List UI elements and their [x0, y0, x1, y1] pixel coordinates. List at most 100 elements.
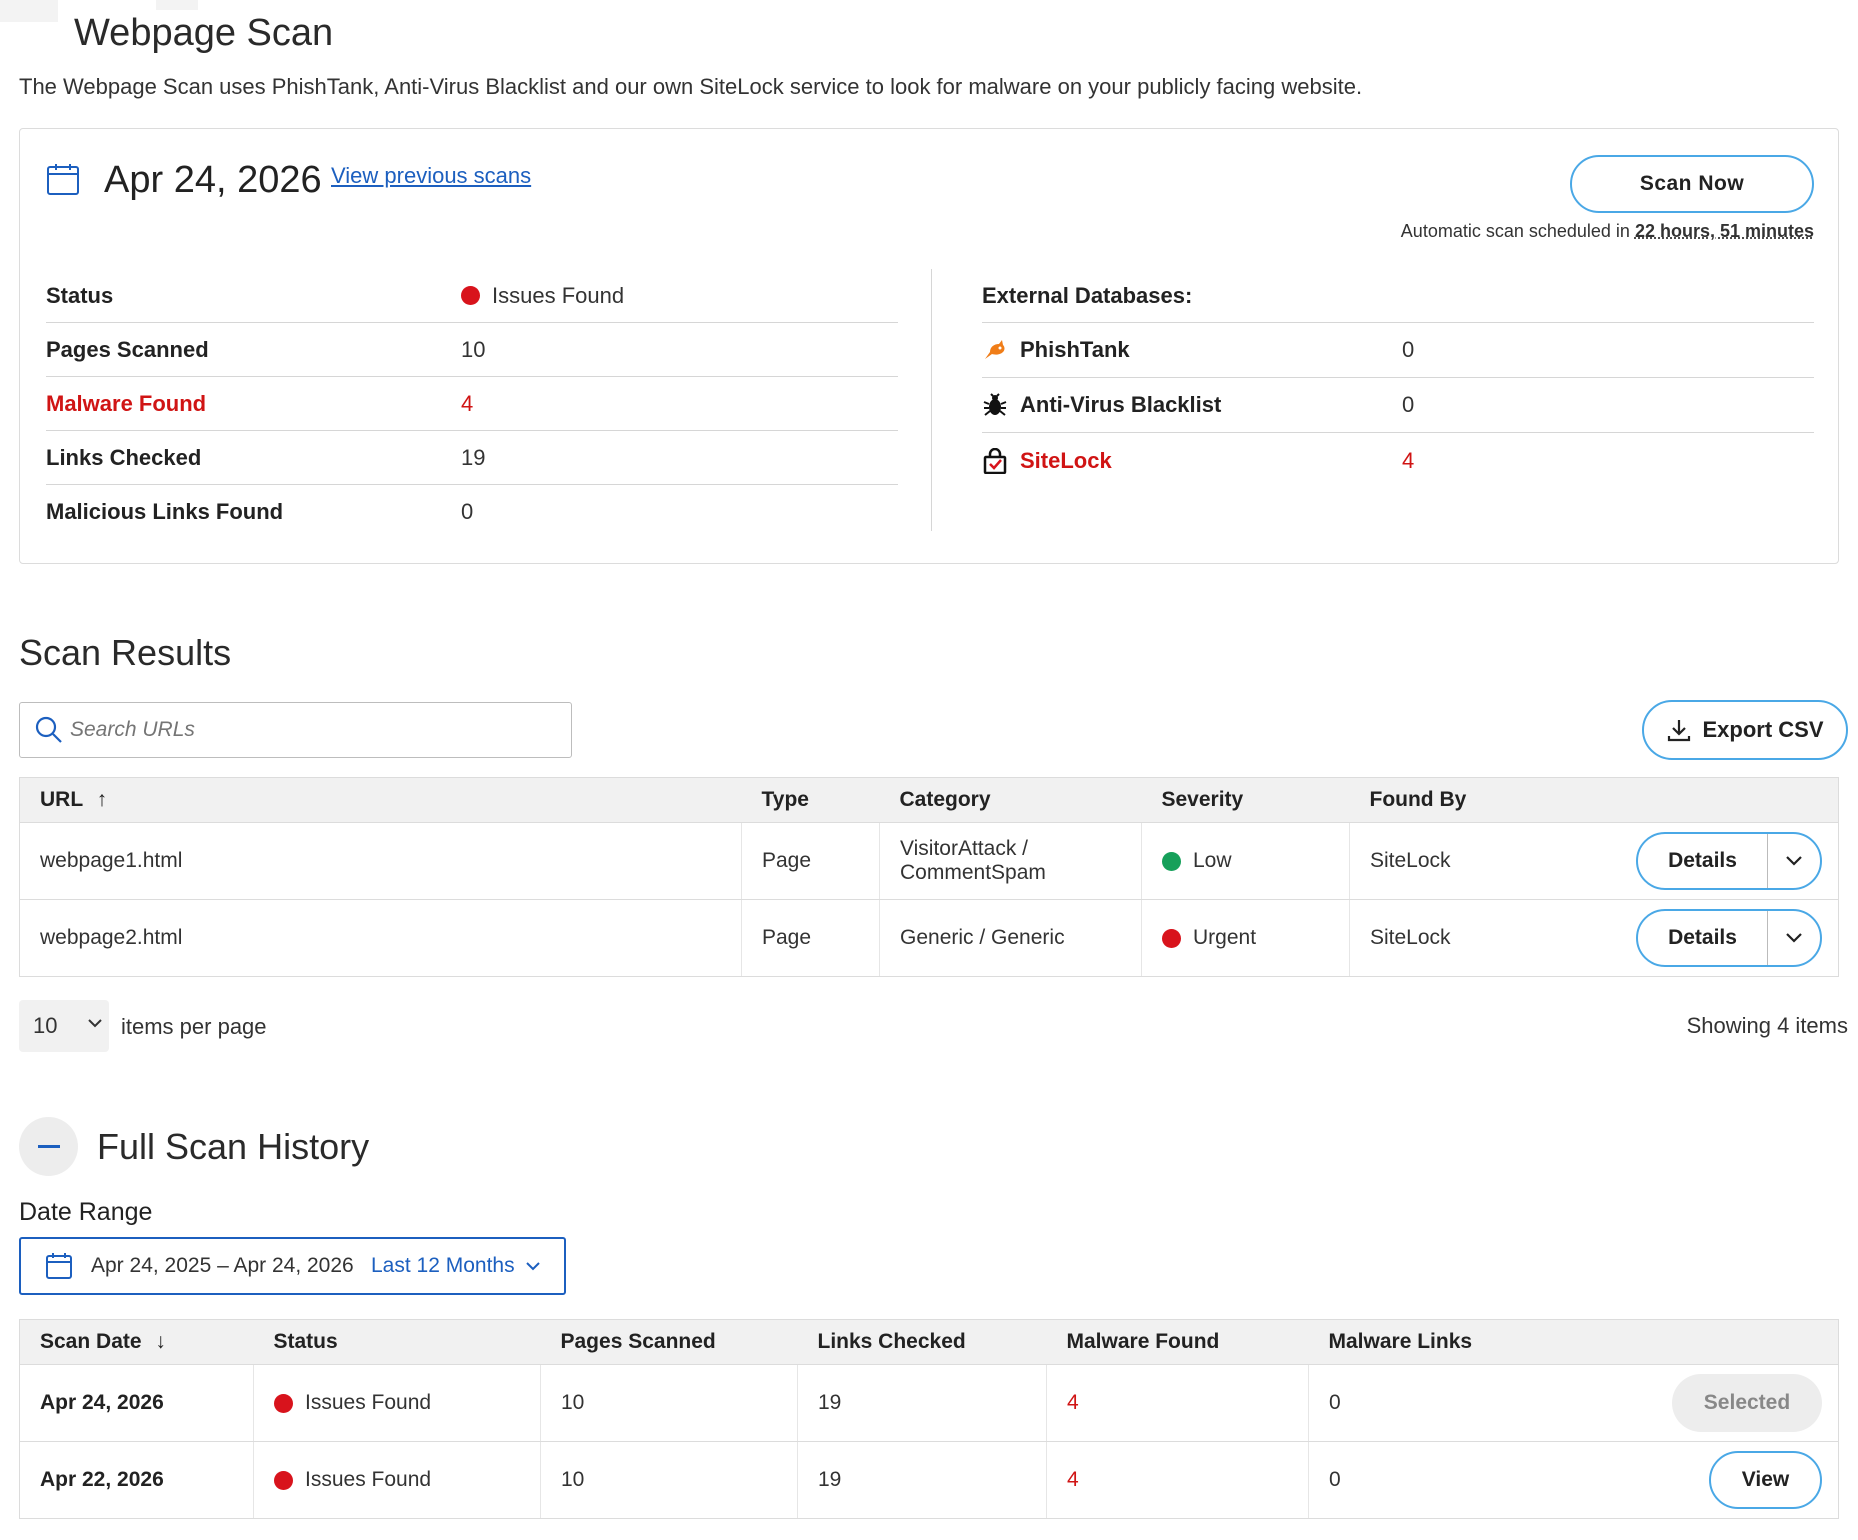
column-header-scan-date[interactable]: Scan Date ↓	[19, 1319, 254, 1365]
page-description: The Webpage Scan uses PhishTank, Anti-Vi…	[19, 74, 1363, 99]
cell-actions: Selected	[1608, 1364, 1839, 1442]
table-header-row: URL ↑ Type Category Severity Found By	[19, 777, 1839, 823]
column-label: URL	[40, 788, 83, 811]
chevron-down-icon	[88, 1019, 102, 1028]
stat-value: 0	[461, 499, 474, 524]
details-dropdown-button[interactable]	[1768, 911, 1820, 965]
details-dropdown-button[interactable]	[1768, 834, 1820, 888]
external-sitelock: SiteLock 4	[982, 433, 1814, 488]
cell-pages-scanned: 10	[540, 1364, 798, 1442]
stat-pages-scanned: Pages Scanned 10	[46, 323, 898, 377]
stat-value: 10	[461, 336, 486, 362]
external-databases: External Databases: PhishTank 0 Anti-Vir…	[982, 269, 1814, 488]
category-line: CommentSpam	[900, 861, 1046, 884]
auto-scan-prefix: Automatic scan scheduled in	[1400, 221, 1635, 241]
calendar-icon	[46, 1253, 72, 1279]
auto-scan-note: Automatic scan scheduled in 22 hours, 51…	[1401, 221, 1814, 242]
view-previous-scans-link[interactable]: View previous scans	[331, 163, 532, 188]
minus-icon	[37, 1145, 60, 1148]
calendar-icon	[47, 164, 79, 195]
scan-summary-card: Apr 24, 2026 View previous scans Scan No…	[19, 128, 1839, 564]
status-text: Issues Found	[492, 282, 625, 308]
chevron-down-icon	[525, 1261, 540, 1270]
search-icon	[35, 716, 62, 743]
severity-label: Low	[1193, 849, 1232, 872]
cell-found-by: SiteLock	[1349, 822, 1590, 900]
column-label: Scan Date	[40, 1330, 142, 1353]
stat-status: Status Issues Found	[46, 269, 898, 323]
cell-status: Issues Found	[253, 1441, 541, 1519]
bug-icon	[982, 392, 1020, 418]
search-box	[19, 702, 572, 758]
database-name: Anti-Virus Blacklist	[1020, 392, 1222, 417]
stat-malware-found: Malware Found 4	[46, 377, 898, 431]
auto-scan-duration: 22 hours, 51 minutes	[1634, 221, 1814, 241]
table-header-row: Scan Date ↓ Status Pages Scanned Links C…	[19, 1319, 1839, 1365]
export-csv-button[interactable]: Export CSV	[1642, 700, 1848, 760]
scan-results-table: URL ↑ Type Category Severity Found By we…	[19, 777, 1839, 977]
severity-dot-icon	[1162, 851, 1181, 871]
selected-button: Selected	[1672, 1374, 1822, 1432]
cell-malware-found: 4	[1046, 1364, 1309, 1442]
date-range-picker[interactable]: Apr 24, 2025 – Apr 24, 2026 Last 12 Mont…	[19, 1237, 566, 1295]
view-button[interactable]: View	[1709, 1451, 1822, 1509]
search-input[interactable]	[70, 718, 550, 742]
cell-malware-links: 0	[1308, 1364, 1609, 1442]
cell-category: Generic / Generic	[879, 899, 1142, 977]
items-per-page-select[interactable]: 10	[19, 1000, 109, 1052]
status-dot-icon	[461, 286, 480, 305]
status-dot-icon	[274, 1393, 293, 1413]
column-header-malware-links: Malware Links	[1308, 1319, 1609, 1365]
cell-severity: Urgent	[1141, 899, 1350, 977]
table-row: webpage1.html Page VisitorAttack / Commen…	[19, 822, 1839, 900]
cell-severity: Low	[1141, 822, 1350, 900]
stat-label: Malicious Links Found	[46, 499, 284, 524]
stat-label: Links Checked	[46, 444, 202, 470]
cell-found-by: SiteLock	[1349, 899, 1590, 977]
status-dot-icon	[274, 1470, 293, 1490]
cell-scan-date: Apr 22, 2026	[19, 1441, 254, 1519]
database-name: PhishTank	[1020, 337, 1130, 362]
cell-url: webpage2.html	[19, 899, 742, 977]
cell-actions: Details	[1589, 822, 1839, 900]
cell-pages-scanned: 10	[540, 1441, 798, 1519]
details-button[interactable]: Details	[1638, 834, 1768, 888]
database-count: 0	[1402, 392, 1415, 417]
column-divider	[931, 269, 932, 531]
cell-scan-date: Apr 24, 2026	[19, 1364, 254, 1442]
items-per-page-value: 10	[33, 1013, 58, 1038]
details-split-button: Details	[1636, 832, 1822, 890]
top-tab-stub	[0, 0, 58, 22]
preset-label: Last 12 Months	[371, 1254, 515, 1277]
status-label: Issues Found	[305, 1468, 432, 1491]
external-databases-title: External Databases:	[982, 269, 1814, 323]
column-header-url[interactable]: URL ↑	[19, 777, 742, 823]
chevron-down-icon	[1786, 933, 1802, 943]
collapse-history-button[interactable]	[19, 1117, 78, 1176]
column-header-severity: Severity	[1141, 777, 1350, 823]
scan-stats: Status Issues Found Pages Scanned 10 Mal…	[46, 269, 898, 539]
full-scan-history-title: Full Scan History	[97, 1126, 370, 1167]
cell-actions: View	[1608, 1441, 1839, 1519]
scan-results-title: Scan Results	[19, 632, 232, 673]
stat-links-checked: Links Checked 19	[46, 431, 898, 485]
database-name: SiteLock	[1020, 447, 1112, 473]
cell-type: Page	[741, 899, 880, 977]
table-row: webpage2.html Page Generic / Generic Urg…	[19, 899, 1839, 977]
page-title: Webpage Scan	[74, 12, 334, 54]
details-button[interactable]: Details	[1638, 911, 1768, 965]
details-split-button: Details	[1636, 909, 1822, 967]
external-antivirus: Anti-Virus Blacklist 0	[982, 378, 1814, 433]
export-csv-label: Export CSV	[1702, 717, 1824, 742]
sort-ascending-icon: ↑	[96, 788, 108, 811]
date-range-preset[interactable]: Last 12 Months	[371, 1254, 541, 1278]
column-header-links-checked: Links Checked	[797, 1319, 1047, 1365]
stat-label: Pages Scanned	[46, 336, 209, 362]
showing-items-count: Showing 4 items	[1686, 1013, 1848, 1038]
top-tab-stub	[156, 0, 198, 10]
column-header-actions	[1589, 777, 1839, 823]
stat-value: 19	[461, 444, 486, 470]
date-range-value: Apr 24, 2025 – Apr 24, 2026	[91, 1254, 354, 1277]
scan-now-button[interactable]: Scan Now	[1570, 155, 1814, 213]
cell-links-checked: 19	[797, 1364, 1047, 1442]
